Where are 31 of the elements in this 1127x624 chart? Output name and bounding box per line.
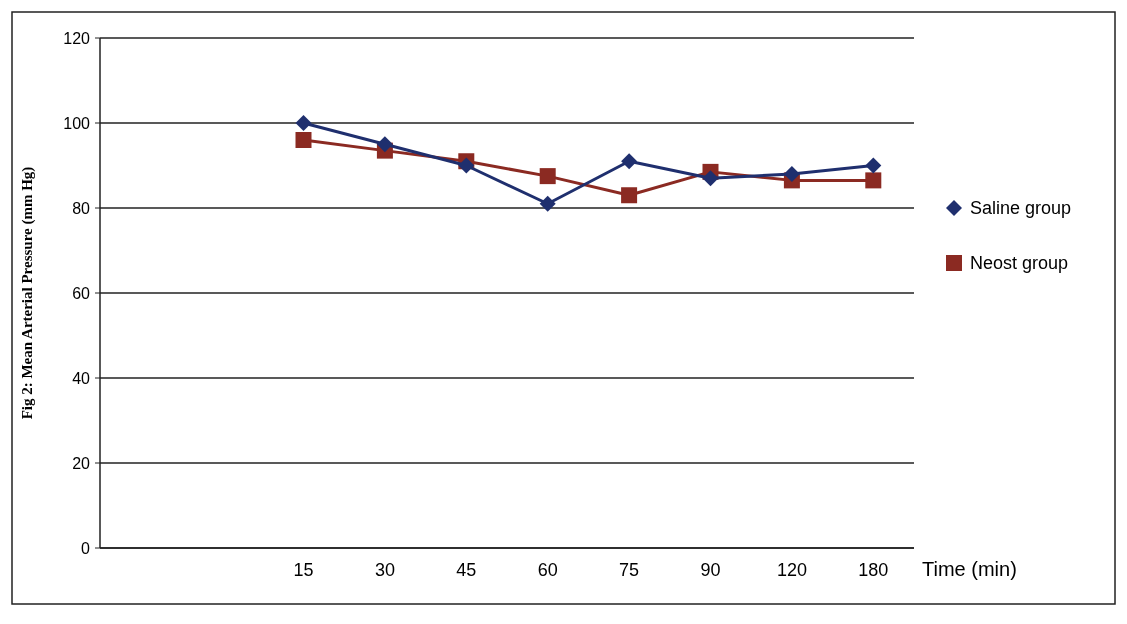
point (783, 166, 800, 182)
x-tick-label: 45 (456, 560, 477, 580)
y-tick-label: 20 (72, 454, 91, 472)
point (621, 187, 638, 204)
point (376, 136, 393, 153)
x-tick-label: 75 (619, 560, 640, 580)
y-tick-label: 120 (63, 29, 91, 47)
point (865, 172, 882, 189)
x-tick-label: 15 (293, 560, 314, 580)
y-tick-label: 80 (72, 199, 91, 217)
y-tick-label: 40 (72, 369, 91, 387)
point (702, 170, 719, 187)
x-tick-label: 60 (537, 560, 558, 580)
legend-label: Saline group (970, 198, 1072, 219)
point (295, 115, 312, 131)
point (621, 153, 638, 170)
point (865, 157, 882, 174)
y-axis-title: Fig 2: Mean Arterial Pressure (mm Hg) (19, 166, 36, 420)
y-tick-label: 100 (63, 114, 91, 132)
point (539, 195, 556, 212)
x-tick-label: 180 (858, 560, 889, 580)
point (458, 157, 475, 174)
point (539, 168, 556, 185)
y-tick-label: 60 (72, 284, 91, 302)
legend-label: Neost group (970, 253, 1069, 274)
x-tick-label: 90 (700, 560, 721, 580)
y-tick-label: 0 (81, 539, 91, 557)
x-axis-title: Time (min) (922, 558, 1017, 580)
x-tick-label: 120 (776, 560, 807, 580)
point (295, 132, 312, 148)
x-tick-label: 30 (374, 560, 395, 580)
